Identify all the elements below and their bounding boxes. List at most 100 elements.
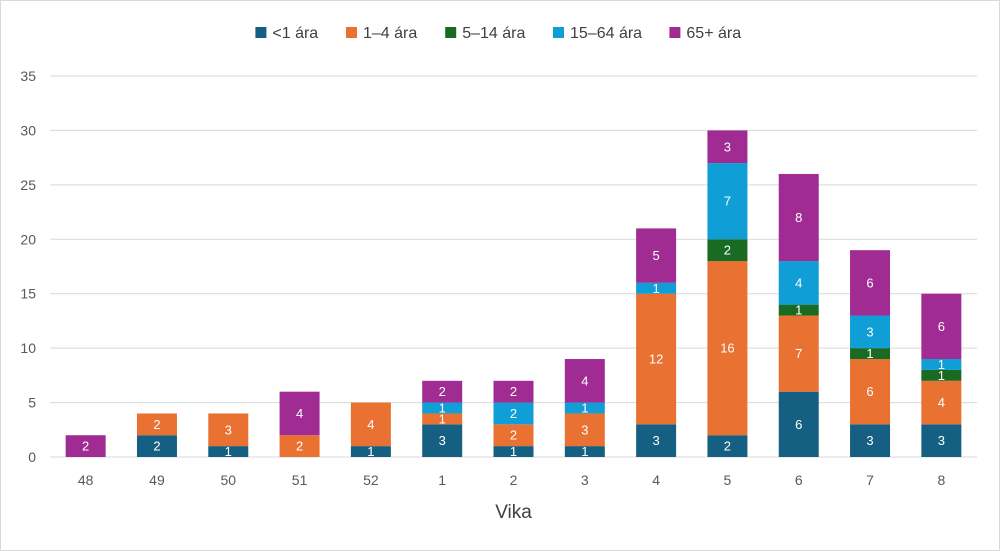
- data-label: 2: [510, 384, 517, 399]
- data-label: 1: [439, 411, 446, 426]
- legend-swatch: [669, 27, 681, 38]
- bar-segment: [636, 424, 677, 457]
- legend-swatch: [553, 27, 564, 38]
- bar-segment: [136, 435, 177, 457]
- data-label: 3: [866, 324, 873, 339]
- bar-segment: [707, 239, 748, 262]
- bar-segment: [778, 261, 819, 305]
- bar-segment: [850, 424, 891, 457]
- data-label: 2: [296, 439, 303, 454]
- data-label: 3: [866, 433, 873, 448]
- bar-stack: 3 6 1 3 6: [850, 250, 891, 457]
- bar-stack: 3 4 11 6: [921, 293, 962, 457]
- bar-segment: [778, 173, 819, 262]
- bar-stack: 2 16 2 7 3: [707, 130, 748, 457]
- y-tick-label: 5: [28, 395, 36, 411]
- data-label: 1: [581, 444, 588, 459]
- bar-segment: [493, 424, 534, 447]
- data-label: 3: [439, 433, 446, 448]
- x-axis-title: Vika: [495, 502, 532, 523]
- bar-segment: [921, 293, 962, 360]
- bar-segment: [350, 402, 391, 447]
- bar-segment: [707, 435, 748, 457]
- bar-stack: 13: [208, 413, 249, 459]
- data-label: 1: [866, 346, 873, 361]
- x-tick-label: 4: [652, 472, 660, 488]
- data-label: 4: [581, 373, 588, 388]
- data-label: 6: [866, 384, 873, 399]
- bars: 2 221324143112122213143121521627367148361…: [65, 130, 962, 459]
- bar-segment: [921, 369, 962, 381]
- legend-item: <1 ára: [255, 25, 318, 42]
- data-label: 1: [225, 444, 232, 459]
- bar-segment: [350, 446, 391, 457]
- x-tick-label: 8: [937, 472, 945, 488]
- bar-segment: [422, 424, 463, 457]
- y-axis-tick-labels: 0 5 10 15 20 25 30 35: [20, 68, 36, 465]
- bar-segment: [493, 402, 534, 425]
- data-label: 2: [724, 439, 731, 454]
- legend-item: 15–64 ára: [553, 25, 642, 42]
- data-label: 1: [795, 303, 802, 318]
- x-tick-label: 52: [363, 472, 379, 488]
- data-label: 5: [652, 248, 659, 263]
- bar-segment: [65, 435, 106, 457]
- x-tick-label: 48: [78, 472, 94, 488]
- data-label: 2: [724, 243, 731, 258]
- data-label: 1: [938, 357, 945, 372]
- data-label: 6: [866, 275, 873, 290]
- bar-segment: [208, 413, 249, 447]
- data-label: 3: [581, 422, 588, 437]
- bar-segment: [564, 402, 605, 414]
- data-label: 2: [510, 406, 517, 421]
- legend-swatch: [346, 27, 357, 38]
- bar-segment: [778, 304, 819, 316]
- bar-stack: 22: [136, 413, 177, 457]
- data-label: 1: [510, 444, 517, 459]
- bar-segment: [636, 293, 677, 425]
- bar-segment: [208, 446, 249, 457]
- bar-segment: [707, 130, 748, 164]
- y-tick-label: 20: [20, 231, 36, 247]
- y-tick-label: 25: [20, 177, 36, 193]
- bar-segment: [422, 413, 463, 425]
- bar-segment: [921, 380, 962, 425]
- bar-segment: [564, 413, 605, 447]
- x-axis-tick-labels: 48 49 50 51 52 1 2 3 4 5 6 7 8: [78, 472, 946, 488]
- x-tick-label: 2: [510, 472, 518, 488]
- bar-segment: [778, 315, 819, 392]
- x-tick-label: 1: [438, 472, 446, 488]
- bar-stack: 1 3 1 4: [564, 359, 605, 459]
- data-label: 1: [652, 281, 659, 296]
- bar-stack: 3 11 2: [422, 380, 463, 457]
- x-tick-label: 3: [581, 472, 589, 488]
- legend: <1 ára 1–4 ára 5–14 ára 15–64 ára 65+ ára: [255, 25, 741, 42]
- x-tick-label: 6: [795, 472, 803, 488]
- bar-stack: 6 7 1 4 8: [778, 173, 819, 457]
- bar-segment: [850, 348, 891, 360]
- bar-segment: [564, 446, 605, 457]
- data-label: 1: [581, 401, 588, 416]
- data-label: 4: [367, 417, 374, 432]
- data-label: 3: [225, 422, 232, 437]
- bar-segment: [636, 282, 677, 294]
- bar-segment: [279, 435, 320, 457]
- data-label: 4: [296, 406, 303, 421]
- y-tick-label: 0: [28, 449, 36, 465]
- legend-swatch: [445, 27, 457, 38]
- data-label: 1: [367, 444, 374, 459]
- data-label: 16: [720, 341, 734, 356]
- legend-label: 65+ ára: [686, 25, 741, 42]
- data-label: 2: [153, 417, 160, 432]
- bar-segment: [564, 359, 605, 403]
- legend-item: 65+ ára: [669, 25, 741, 42]
- bar-stack: 14: [350, 402, 391, 459]
- legend-item: 5–14 ára: [445, 25, 525, 42]
- bar-segment: [850, 315, 891, 349]
- data-label: 2: [439, 384, 446, 399]
- y-tick-label: 10: [20, 340, 36, 356]
- data-label: 12: [649, 352, 663, 367]
